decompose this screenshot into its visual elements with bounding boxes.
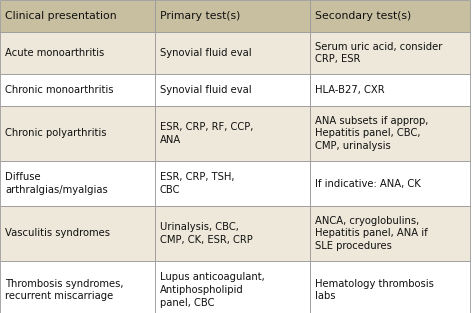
Bar bbox=[0, 74, 155, 106]
Bar bbox=[155, 206, 310, 261]
Bar bbox=[310, 106, 470, 161]
Text: Secondary test(s): Secondary test(s) bbox=[315, 11, 411, 21]
Bar bbox=[0, 0, 155, 32]
Bar bbox=[0, 161, 155, 206]
Text: Hematology thrombosis
labs: Hematology thrombosis labs bbox=[315, 279, 434, 301]
Bar bbox=[155, 0, 310, 32]
Bar bbox=[0, 261, 155, 313]
Bar bbox=[0, 206, 155, 261]
Text: Synovial fluid eval: Synovial fluid eval bbox=[160, 85, 252, 95]
Bar bbox=[310, 206, 470, 261]
Text: Lupus anticoagulant,
Antiphospholipid
panel, CBC: Lupus anticoagulant, Antiphospholipid pa… bbox=[160, 272, 265, 308]
Bar bbox=[155, 106, 310, 161]
Bar bbox=[310, 161, 470, 206]
Text: ANCA, cryoglobulins,
Hepatitis panel, ANA if
SLE procedures: ANCA, cryoglobulins, Hepatitis panel, AN… bbox=[315, 216, 428, 251]
Bar bbox=[155, 261, 310, 313]
Bar bbox=[310, 0, 470, 32]
Text: Clinical presentation: Clinical presentation bbox=[5, 11, 117, 21]
Text: Acute monoarthritis: Acute monoarthritis bbox=[5, 48, 104, 58]
Text: Primary test(s): Primary test(s) bbox=[160, 11, 240, 21]
Text: Synovial fluid eval: Synovial fluid eval bbox=[160, 48, 252, 58]
Text: Chronic polyarthritis: Chronic polyarthritis bbox=[5, 129, 107, 138]
Bar bbox=[155, 74, 310, 106]
Text: ESR, CRP, TSH,
CBC: ESR, CRP, TSH, CBC bbox=[160, 172, 235, 195]
Text: Diffuse
arthralgias/myalgias: Diffuse arthralgias/myalgias bbox=[5, 172, 108, 195]
Text: Chronic monoarthritis: Chronic monoarthritis bbox=[5, 85, 113, 95]
Bar bbox=[0, 106, 155, 161]
Text: Thrombosis syndromes,
recurrent miscarriage: Thrombosis syndromes, recurrent miscarri… bbox=[5, 279, 124, 301]
Bar bbox=[310, 261, 470, 313]
Text: Serum uric acid, consider
CRP, ESR: Serum uric acid, consider CRP, ESR bbox=[315, 42, 442, 64]
Bar bbox=[155, 32, 310, 74]
Bar bbox=[310, 32, 470, 74]
Text: Urinalysis, CBC,
CMP, CK, ESR, CRP: Urinalysis, CBC, CMP, CK, ESR, CRP bbox=[160, 222, 253, 245]
Text: Vasculitis syndromes: Vasculitis syndromes bbox=[5, 228, 110, 239]
Text: ANA subsets if approp,
Hepatitis panel, CBC,
CMP, urinalysis: ANA subsets if approp, Hepatitis panel, … bbox=[315, 116, 428, 151]
Bar bbox=[310, 74, 470, 106]
Text: ESR, CRP, RF, CCP,
ANA: ESR, CRP, RF, CCP, ANA bbox=[160, 122, 254, 145]
Text: If indicative: ANA, CK: If indicative: ANA, CK bbox=[315, 178, 421, 188]
Bar bbox=[155, 161, 310, 206]
Text: HLA-B27, CXR: HLA-B27, CXR bbox=[315, 85, 384, 95]
Bar bbox=[0, 32, 155, 74]
